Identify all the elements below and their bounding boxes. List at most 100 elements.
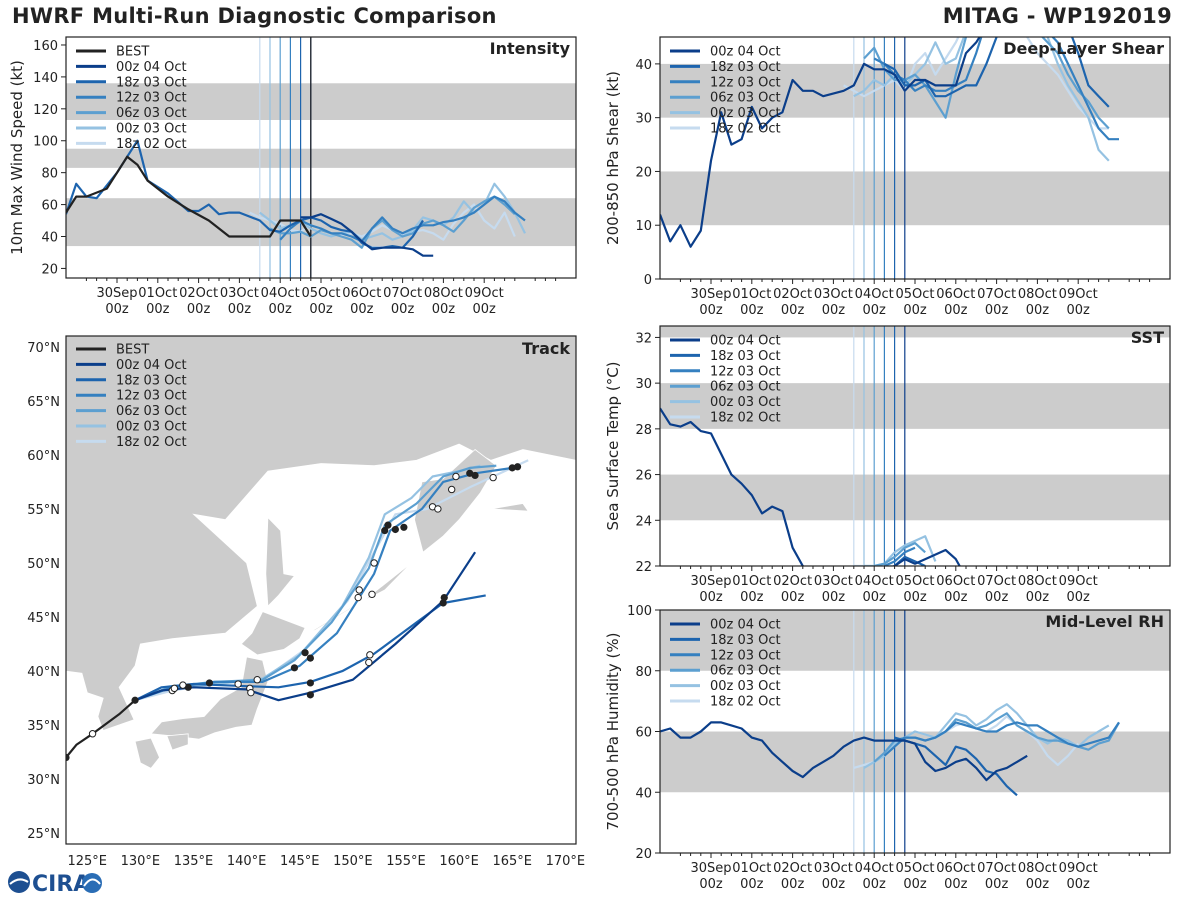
track-marker-open [370,559,378,567]
x-tick-label: 01Oct [732,861,771,876]
x-tick-label: 09Oct [1059,574,1098,589]
y-tick-label: 65°N [27,395,60,410]
x-tick-hour-label: 00z [944,877,968,892]
x-tick-hour-label: 00z [781,877,805,892]
x-tick-label: 07Oct [977,574,1016,589]
track-marker-filled [66,753,70,762]
track-marker-open [366,651,374,659]
legend-label: 06z 03 Oct [116,404,187,419]
x-tick-hour-label: 00z [473,302,497,317]
x-tick-label: 01Oct [732,287,771,302]
x-tick-hour-label: 00z [432,302,456,317]
x-tick-hour-label: 00z [903,303,927,318]
x-tick-label: 30Sep [96,286,137,301]
track-marker-filled [306,654,314,662]
track-map-chart: 125°E 130°E 135°E 140°E 145°E 150°E 155°E 160°E… [27,335,586,869]
threshold-band [66,148,576,168]
x-tick-label: 165°E [492,854,532,869]
x-tick-label: 03Oct [814,861,853,876]
legend-label: 18z 02 Oct [710,411,781,426]
x-tick-label: 02Oct [179,286,218,301]
x-tick-label: 170°E [546,854,586,869]
y-tick-label: 40 [41,231,58,246]
y-tick-label: 20 [635,847,652,862]
legend-label: 18z 02 Oct [116,137,187,152]
track-marker-open [170,684,179,693]
x-tick-label: 04Oct [855,287,894,302]
x-tick-hour-label: 00z [903,877,927,892]
land-mass [166,733,189,751]
map-area [66,336,576,844]
legend-label: 12z 03 Oct [116,91,187,106]
x-tick-hour-label: 00z [740,303,764,318]
x-tick-label: 150°E [333,854,373,869]
x-tick-hour-label: 00z [985,590,1009,605]
x-tick-hour-label: 00z [187,302,211,317]
x-tick-hour-label: 00z [863,877,887,892]
x-tick-label: 06Oct [936,287,975,302]
x-tick-hour-label: 00z [1026,590,1050,605]
x-tick-label: 04Oct [261,286,300,301]
x-tick-hour-label: 00z [740,877,764,892]
y-axis-label: Sea Surface Temp (°C) [604,361,622,530]
deep-layer-shear-chart: 01020304030Sep00z01Oct00z02Oct00z03Oct00… [604,36,1171,318]
threshold-band [66,198,576,247]
x-tick-hour-label: 00z [944,303,968,318]
y-tick-label: 50°N [27,557,60,572]
plot-area [660,326,1170,566]
legend-label: 00z 04 Oct [116,60,187,75]
track-marker-filled [306,679,314,687]
series-line-18z-02-oct [843,37,1109,130]
x-tick-hour-label: 00z [822,303,846,318]
x-tick-hour-label: 00z [822,590,846,605]
x-tick-hour-label: 00z [1067,877,1091,892]
legend-label: 18z 03 Oct [116,373,187,388]
x-tick-hour-label: 00z [903,590,927,605]
series-line-12z-03-oct [279,195,526,243]
x-tick-label: 05Oct [895,574,934,589]
legend-label: 06z 03 Oct [710,664,781,679]
legend-label: 18z 02 Oct [710,122,781,137]
logo-text: CIRA [32,872,90,897]
legend-label: 18z 03 Oct [710,349,781,364]
legend-label: BEST [116,343,149,358]
y-tick-label: 55°N [27,503,60,518]
x-tick-hour-label: 00z [350,302,374,317]
panel-title: SST [1131,328,1164,347]
y-tick-label: 45°N [27,611,60,626]
y-tick-label: 60 [41,199,58,214]
x-tick-label: 135°E [174,854,214,869]
y-axis-label: 200-850 hPa Shear (kt) [604,71,622,245]
legend-label: 00z 04 Oct [710,334,781,349]
panel-title: Mid-Level RH [1045,612,1164,631]
x-tick-label: 02Oct [773,861,812,876]
x-tick-label: 08Oct [1018,574,1057,589]
legend-label: 00z 04 Oct [710,45,781,60]
x-tick-label: 05Oct [895,287,934,302]
track-marker-open [452,472,460,481]
x-tick-label: 07Oct [977,287,1016,302]
x-tick-label: 07Oct [977,861,1016,876]
y-tick-label: 60 [635,726,652,741]
track-marker-filled [471,471,479,480]
cira-logo: CIRA [8,871,102,897]
track-marker-open [355,586,363,594]
x-tick-label: 125°E [67,854,107,869]
y-tick-label: 40 [635,58,652,73]
x-tick-label: 07Oct [383,286,422,301]
series-line-12z-03-oct [873,37,1119,141]
plot-background [660,326,1170,566]
x-tick-label: 130°E [121,854,161,869]
x-tick-label: 06Oct [936,861,975,876]
series-line-06z-03-oct [873,542,926,566]
figure-title: HWRF Multi-Run Diagnostic Comparison [12,4,497,28]
land-mass [240,611,306,656]
track-marker-open [354,593,362,602]
y-tick-label: 26 [635,469,652,484]
legend-label: 12z 03 Oct [710,75,781,90]
x-tick-hour-label: 00z [699,590,723,605]
x-tick-label: 140°E [227,854,267,869]
